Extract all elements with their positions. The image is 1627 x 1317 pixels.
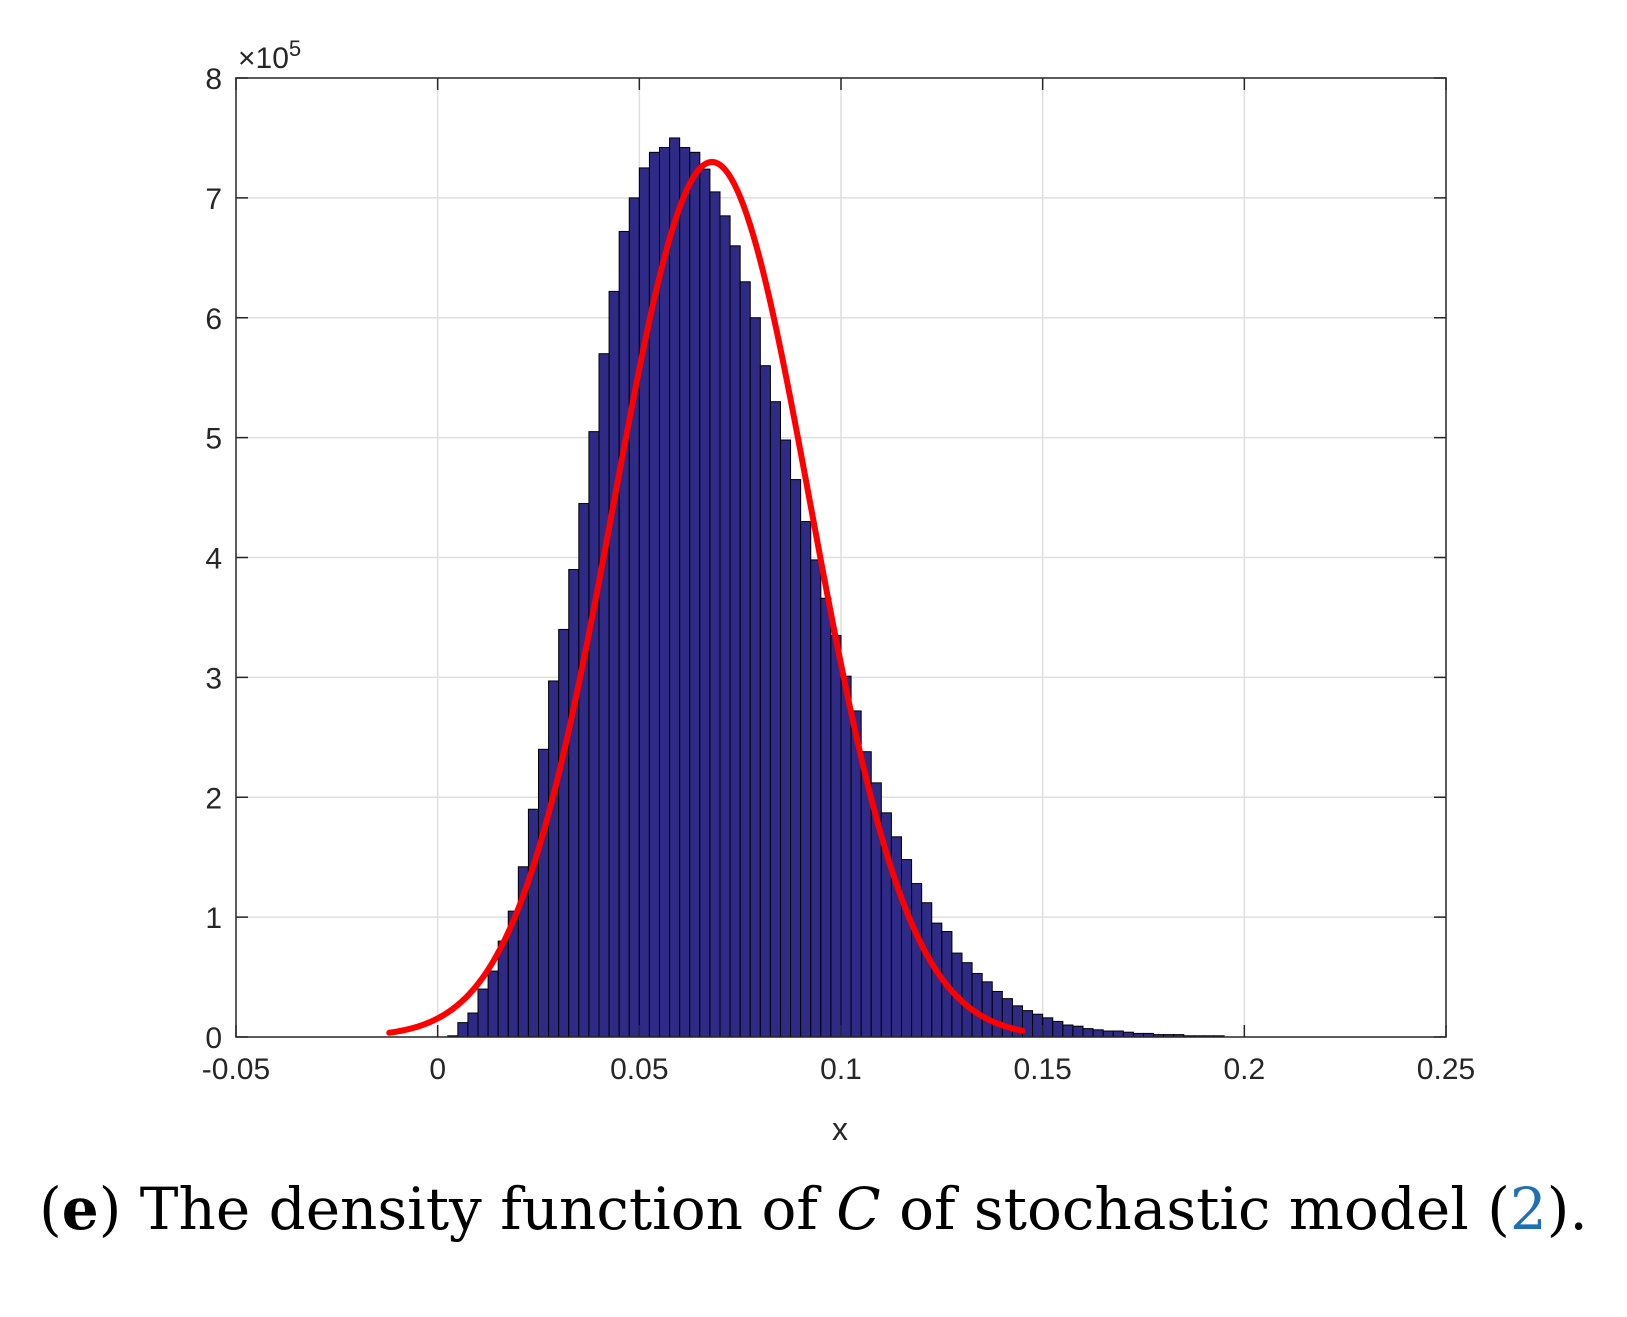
histogram-bar bbox=[689, 151, 701, 1038]
y-tick-labels: 0 1 2 3 4 5 6 7 8 bbox=[205, 63, 222, 1055]
histogram-bar bbox=[780, 439, 792, 1038]
caption-text-2: of stochastic model ( bbox=[880, 1175, 1510, 1243]
histogram-bar bbox=[457, 1022, 469, 1038]
histogram-bar bbox=[921, 902, 933, 1038]
histogram-bar bbox=[548, 680, 560, 1038]
histogram-bar bbox=[1062, 1024, 1074, 1038]
histogram-bar bbox=[971, 972, 983, 1038]
caption-label-close: ) bbox=[98, 1175, 122, 1243]
histogram-bar bbox=[820, 597, 832, 1038]
histogram-bar bbox=[739, 281, 751, 1038]
x-tick-label: 0 bbox=[429, 1053, 446, 1086]
equation-reference-link[interactable]: 2 bbox=[1509, 1175, 1547, 1243]
y-tick-label: 8 bbox=[205, 63, 222, 96]
fit-curve bbox=[386, 158, 1026, 1036]
x-tick-labels: -0.05 0 0.05 0.1 0.15 0.2 0.25 bbox=[202, 1053, 1475, 1086]
caption-text-end: ). bbox=[1546, 1175, 1588, 1243]
histogram-bar bbox=[709, 191, 721, 1038]
histogram-bar bbox=[830, 634, 842, 1038]
histogram-bar bbox=[608, 290, 620, 1038]
x-tick-label: 0.15 bbox=[1013, 1053, 1071, 1086]
histogram-bar bbox=[527, 808, 540, 1038]
histogram-bar bbox=[538, 748, 550, 1038]
histogram-bar bbox=[558, 628, 570, 1038]
histogram-bar bbox=[699, 168, 711, 1038]
y-tick-label: 7 bbox=[205, 183, 222, 216]
histogram-bar bbox=[638, 167, 650, 1038]
x-tick-label: 0.05 bbox=[610, 1053, 668, 1086]
histogram-bar bbox=[749, 317, 761, 1038]
histogram-bar bbox=[1102, 1030, 1114, 1038]
histogram-bar bbox=[901, 859, 913, 1038]
histogram-bar bbox=[568, 568, 580, 1038]
histogram-bar bbox=[810, 559, 822, 1038]
y-tick-label: 2 bbox=[205, 782, 222, 815]
histogram-bar bbox=[669, 137, 681, 1038]
y-tick-label: 5 bbox=[205, 423, 222, 456]
histogram-bar bbox=[790, 479, 802, 1038]
histogram-bar bbox=[578, 503, 590, 1038]
histogram-bar bbox=[759, 365, 771, 1038]
x-tick-label: 0.1 bbox=[820, 1053, 862, 1086]
histogram-bar bbox=[1001, 998, 1013, 1038]
histogram-bar bbox=[1082, 1028, 1094, 1038]
histogram-bar bbox=[1042, 1017, 1054, 1038]
histogram-bar bbox=[840, 675, 852, 1038]
caption-text: The density function of bbox=[121, 1175, 837, 1243]
histogram-bar bbox=[911, 883, 923, 1038]
histogram-bar bbox=[628, 197, 640, 1038]
histogram-bar bbox=[618, 230, 630, 1038]
caption-variable: C bbox=[836, 1175, 881, 1243]
histogram-bar bbox=[769, 401, 782, 1038]
x-axis-label: x bbox=[832, 1111, 848, 1147]
histogram-bar bbox=[1032, 1013, 1044, 1038]
histogram-bars bbox=[447, 137, 1225, 1038]
y-tick-label: 0 bbox=[205, 1022, 222, 1055]
histogram-bar bbox=[991, 990, 1003, 1038]
histogram-bar bbox=[719, 215, 731, 1038]
histogram-bar bbox=[729, 245, 741, 1038]
y-tick-label: 1 bbox=[205, 902, 222, 935]
histogram-bar bbox=[588, 431, 600, 1038]
histogram-bar bbox=[800, 521, 812, 1038]
figure-caption: (e) The density function of C of stochas… bbox=[0, 1175, 1627, 1243]
x-tick-label: 0.2 bbox=[1223, 1053, 1265, 1086]
y-tick-label: 6 bbox=[205, 303, 222, 336]
histogram-bar bbox=[1072, 1025, 1084, 1038]
x-tick-label: 0.25 bbox=[1417, 1053, 1475, 1086]
y-multiplier-label: ×105 bbox=[238, 36, 301, 75]
y-tick-label: 4 bbox=[205, 543, 222, 576]
histogram-bar bbox=[1052, 1020, 1064, 1038]
y-tick-label: 3 bbox=[205, 662, 222, 695]
histogram-bar bbox=[1112, 1030, 1124, 1038]
caption-label: e bbox=[61, 1175, 99, 1243]
histogram-bar bbox=[679, 147, 691, 1038]
histogram-bar bbox=[1092, 1029, 1104, 1038]
histogram-bar bbox=[981, 981, 993, 1038]
histogram-bar bbox=[598, 353, 610, 1038]
histogram-bar bbox=[487, 970, 499, 1038]
caption-label-open: ( bbox=[39, 1175, 62, 1243]
axis-ticks bbox=[235, 77, 1447, 1038]
histogram-bar bbox=[477, 988, 489, 1038]
histogram-bar bbox=[467, 1012, 479, 1038]
x-tick-label: -0.05 bbox=[202, 1053, 270, 1086]
